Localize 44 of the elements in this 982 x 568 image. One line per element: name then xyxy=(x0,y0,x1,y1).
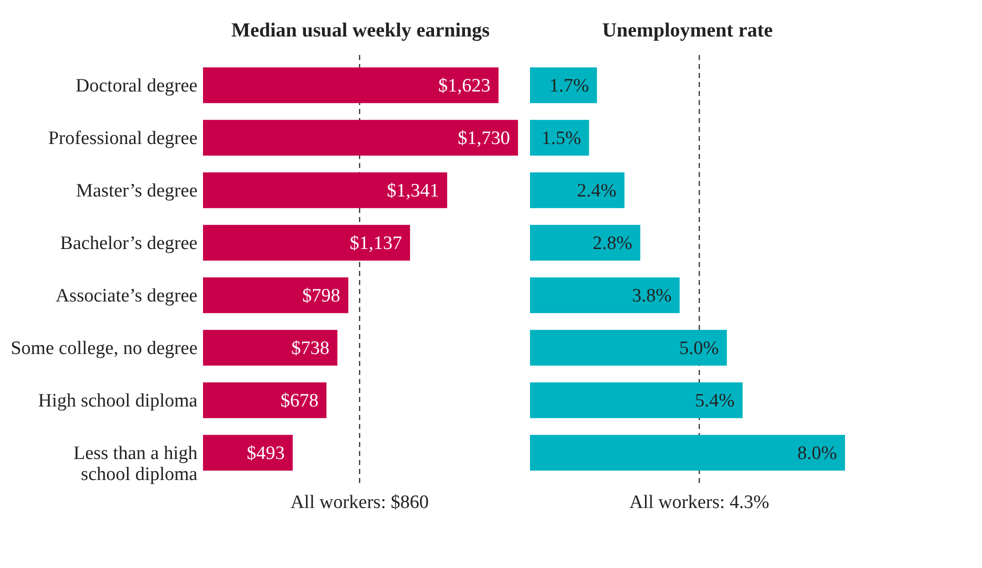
data-label: $678 xyxy=(280,390,318,412)
bar xyxy=(530,172,624,208)
bar xyxy=(530,277,680,314)
bar xyxy=(203,224,410,261)
chart-title: Unemployment rate xyxy=(602,19,773,42)
bar xyxy=(203,330,338,366)
data-label: $1,623 xyxy=(438,75,491,96)
data-label: 5.0% xyxy=(679,338,720,359)
data-label: 2.8% xyxy=(592,232,632,254)
data-label: 5.4% xyxy=(695,390,735,412)
bar xyxy=(203,67,499,104)
bar xyxy=(203,172,448,208)
bar xyxy=(203,434,293,471)
data-label: 1.7% xyxy=(549,75,590,96)
data-label: 8.0% xyxy=(797,442,838,464)
bar xyxy=(203,120,518,156)
y-tick-label: Some college, no degree xyxy=(10,338,198,359)
y-tick-label: High school diploma xyxy=(38,390,198,412)
data-label: $493 xyxy=(246,442,285,464)
bar xyxy=(530,120,590,156)
bar xyxy=(530,330,727,366)
ref-line-label: All workers: 4.3% xyxy=(629,492,770,513)
bar xyxy=(203,277,348,314)
bar xyxy=(203,382,326,418)
data-label: 2.4% xyxy=(576,180,617,202)
bar xyxy=(530,67,597,104)
data-label: $1,341 xyxy=(386,180,440,202)
chart-title: Median usual weekly earnings xyxy=(231,19,490,42)
y-tick-label: Associate’s degree xyxy=(56,285,198,306)
y-tick-label: Professional degree xyxy=(48,128,198,149)
y-tick-label: Doctoral degree xyxy=(76,75,198,96)
data-label: $1,137 xyxy=(350,232,402,254)
data-label: $1,730 xyxy=(458,128,510,149)
data-label: 1.5% xyxy=(541,128,582,149)
data-label: 3.8% xyxy=(632,285,672,306)
data-label: $738 xyxy=(291,338,330,359)
bar xyxy=(530,382,743,418)
data-label: $798 xyxy=(302,285,340,306)
y-tick-label: Bachelor’s degree xyxy=(60,232,198,254)
bar xyxy=(530,224,640,261)
ref-line-label: All workers: $860 xyxy=(290,492,429,513)
bar xyxy=(530,434,845,471)
y-tick-label: Less than a high school diploma xyxy=(73,442,198,485)
y-tick-label: Master’s degree xyxy=(76,180,198,202)
